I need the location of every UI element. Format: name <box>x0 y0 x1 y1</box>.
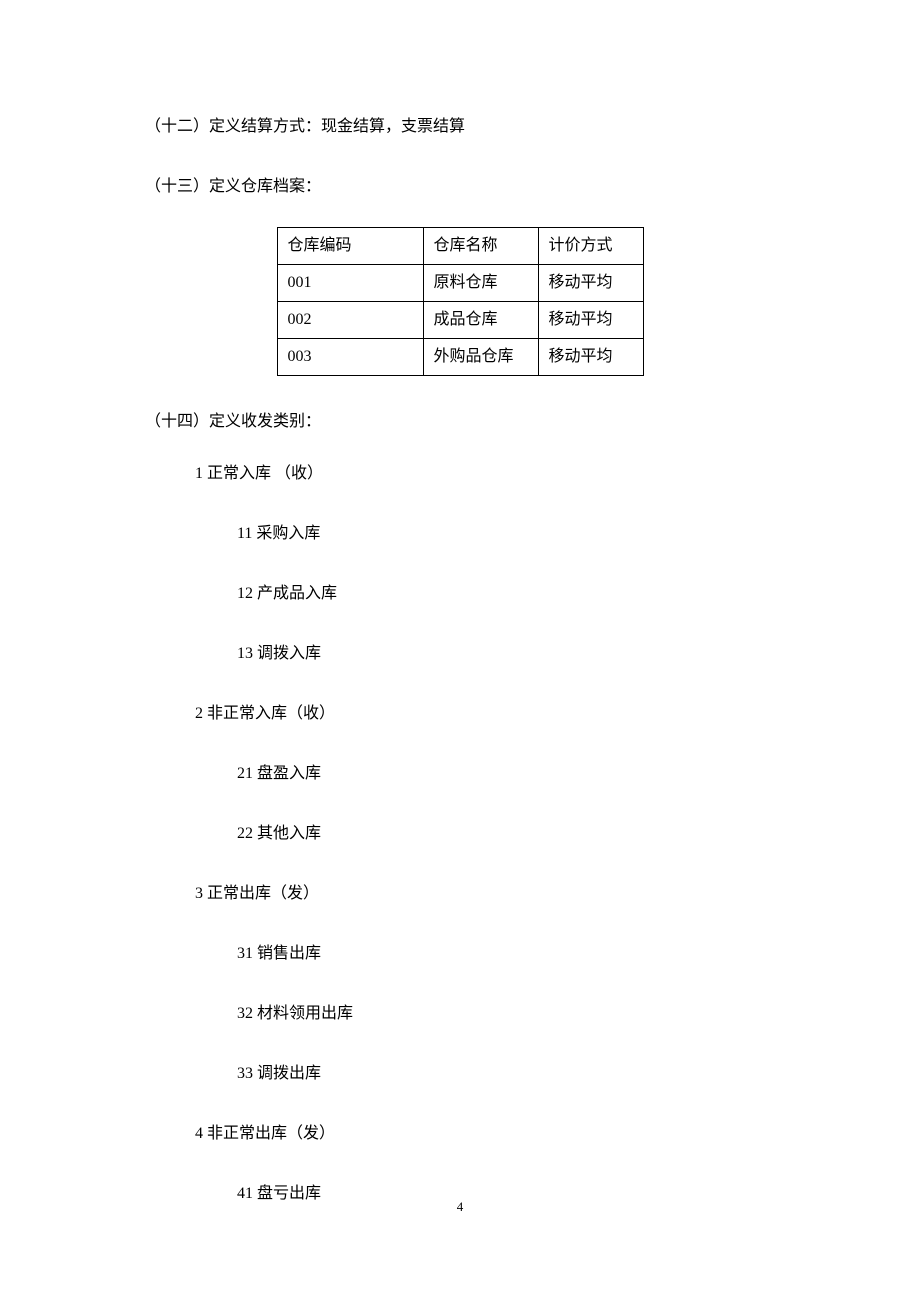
page-number: 4 <box>0 1197 920 1217</box>
table-row: 002 成品仓库 移动平均 <box>277 302 643 339</box>
list-item: 31 销售出库 <box>145 942 775 966</box>
table-row: 003 外购品仓库 移动平均 <box>277 339 643 376</box>
table-cell-name: 原料仓库 <box>423 265 538 302</box>
warehouse-table: 仓库编码 仓库名称 计价方式 001 原料仓库 移动平均 002 成品仓库 移动… <box>277 227 644 376</box>
table-cell-code: 001 <box>277 265 423 302</box>
list-item: 22 其他入库 <box>145 822 775 846</box>
table-cell-method: 移动平均 <box>538 339 643 376</box>
table-cell-name: 外购品仓库 <box>423 339 538 376</box>
table-cell-method: 移动平均 <box>538 265 643 302</box>
section-14-heading: （十四）定义收发类别： <box>145 410 775 434</box>
list-item: 1 正常入库 （收） <box>145 462 775 486</box>
table-cell-code: 002 <box>277 302 423 339</box>
section-13-heading: （十三）定义仓库档案： <box>145 175 775 199</box>
table-header-method: 计价方式 <box>538 228 643 265</box>
document-page: （十二）定义结算方式：现金结算，支票结算 （十三）定义仓库档案： 仓库编码 仓库… <box>0 0 920 1302</box>
table-cell-code: 003 <box>277 339 423 376</box>
table-header-code: 仓库编码 <box>277 228 423 265</box>
list-item: 4 非正常出库（发） <box>145 1122 775 1146</box>
table-cell-name: 成品仓库 <box>423 302 538 339</box>
list-item: 2 非正常入库（收） <box>145 702 775 726</box>
list-item: 11 采购入库 <box>145 522 775 546</box>
table-header-name: 仓库名称 <box>423 228 538 265</box>
list-item: 21 盘盈入库 <box>145 762 775 786</box>
table-header-row: 仓库编码 仓库名称 计价方式 <box>277 228 643 265</box>
table-row: 001 原料仓库 移动平均 <box>277 265 643 302</box>
list-item: 33 调拨出库 <box>145 1062 775 1086</box>
list-item: 3 正常出库（发） <box>145 882 775 906</box>
list-item: 12 产成品入库 <box>145 582 775 606</box>
table-cell-method: 移动平均 <box>538 302 643 339</box>
list-item: 32 材料领用出库 <box>145 1002 775 1026</box>
section-12-text: （十二）定义结算方式：现金结算，支票结算 <box>145 115 775 139</box>
list-item: 13 调拨入库 <box>145 642 775 666</box>
